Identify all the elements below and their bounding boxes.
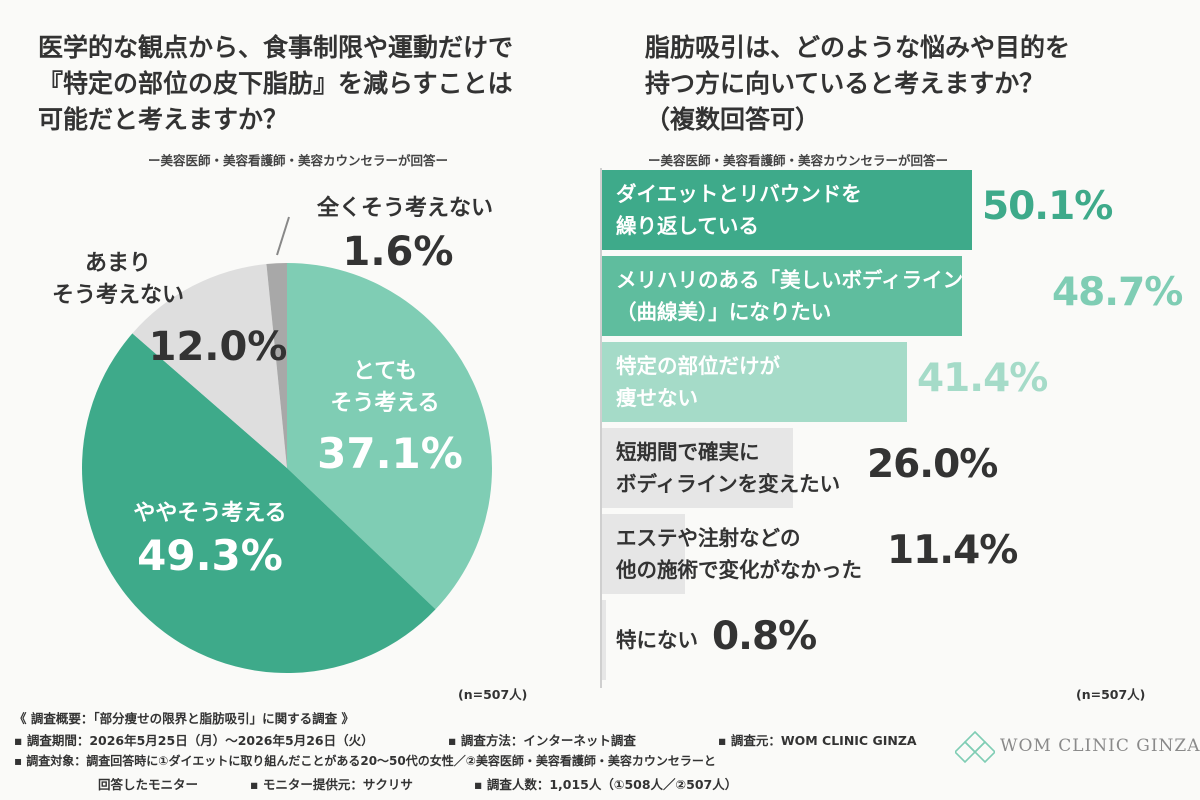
bar-value-1: 50.1% — [982, 184, 1113, 229]
pie-label-not-at-all: 全くそう考えない — [316, 195, 493, 221]
bar-label-6: 特にない — [616, 628, 698, 652]
right-n-note: (n=507人) — [1076, 687, 1146, 702]
bar-label-2: メリハリのある「美しいボディライン （曲線美）」になりたい — [616, 268, 964, 324]
bar-axis — [600, 168, 602, 688]
bar-1 — [600, 170, 972, 250]
pie-slice-not-much — [132, 264, 287, 468]
footer-target: ▪ 調査対象：調査回答時に①ダイエットに取り組んだことがある20〜50代の女性／… — [14, 754, 716, 768]
bar-label-1: ダイエットとリバウンドを 繰り返している — [616, 182, 862, 238]
bar-6 — [600, 600, 606, 680]
bar-value-6: 0.8% — [712, 614, 817, 659]
bar-label-4: 短期間で確実に ボディラインを変えたい — [616, 440, 841, 496]
bar-value-4: 26.0% — [867, 442, 998, 487]
footer-target-2: 回答したモニター — [98, 777, 199, 792]
left-subtitle: ー美容医師・美容看護師・美容カウンセラーが回答ー — [148, 153, 449, 168]
pie-value-not-at-all: 1.6% — [343, 229, 454, 275]
pie-slice-very — [287, 263, 492, 610]
bar-3 — [600, 342, 907, 422]
bar-value-3: 41.4% — [917, 356, 1048, 401]
left-n-note: (n=507人) — [458, 687, 528, 702]
footer-source: ▪ 調査元：WOM CLINIC GINZA — [718, 733, 917, 748]
pie-label-not-much: あまりそう考えない — [52, 251, 184, 308]
bar-value-2: 48.7% — [1052, 270, 1183, 315]
pie-chart: とてもそう考える 37.1% ややそう考える 49.3% あまりそう考えない 12.0% 全… — [52, 195, 493, 674]
bar-4 — [600, 428, 793, 508]
pie-label-somewhat: ややそう考える — [133, 501, 286, 526]
pie-slice-somewhat — [81, 333, 436, 674]
pie-value-somewhat: 49.3% — [137, 531, 283, 580]
footer-count: ▪ 調査人数：1,015人（①508人／②507人） — [474, 777, 738, 792]
pie-value-not-much: 12.0% — [149, 324, 288, 370]
pie-label-very: とてもそう考える — [330, 359, 439, 416]
footer-provider: ▪ モニター提供元：サクリサ — [250, 777, 413, 792]
footer-method: ▪ 調査方法：インターネット調査 — [448, 733, 636, 748]
left-title: 医学的な観点から、食事制限や運動だけで 『特定の部位の皮下脂肪』を減らすことは … — [38, 33, 514, 134]
diamond-lattice-icon — [955, 730, 995, 764]
leader-line — [276, 216, 290, 256]
right-subtitle: ー美容医師・美容看護師・美容カウンセラーが回答ー — [648, 153, 949, 168]
bar-2 — [600, 256, 962, 336]
pie-value-very: 37.1% — [317, 429, 463, 478]
pie-slice-not-at-all — [266, 263, 287, 468]
logo-text: WOM CLINIC GINZA — [1000, 736, 1200, 756]
bar-5 — [600, 514, 685, 594]
footer-heading: 《 調査概要：「部分痩せの限界と脂肪吸引」に関する調査 》 — [14, 711, 354, 726]
bar-value-5: 11.4% — [887, 528, 1018, 573]
bar-label-5: エステや注射などの 他の施術で変化がなかった — [616, 526, 862, 582]
footer-period: ▪ 調査期間：2026年5月25日（月）〜2026年5月26日（火） — [14, 733, 374, 748]
right-title: 脂肪吸引は、どのような悩みや目的を 持つ方に向いていると考えますか？ （複数回答… — [645, 33, 1071, 134]
bar-label-3: 特定の部位だけが 痩せない — [616, 354, 780, 410]
